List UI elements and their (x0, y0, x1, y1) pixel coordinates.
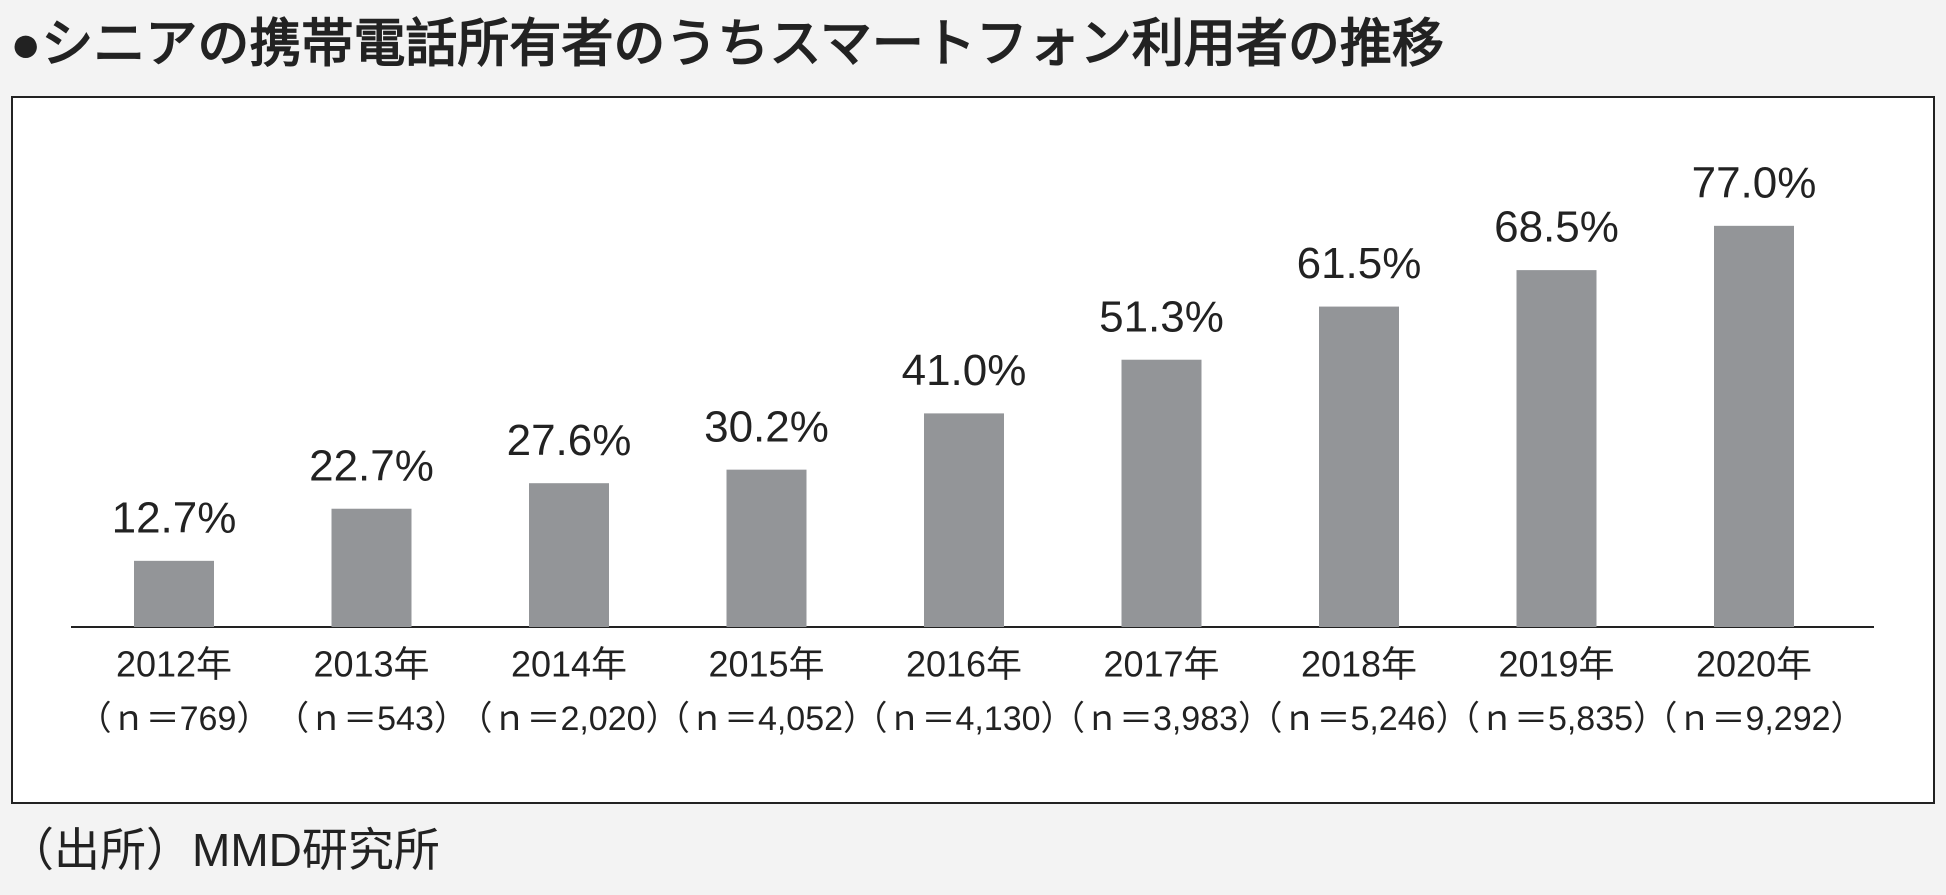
bar (726, 469, 807, 627)
x-tick-note: （ｎ＝3,983） (1051, 700, 1272, 738)
value-label: 77.0% (1692, 158, 1817, 207)
value-label: 51.3% (1099, 292, 1224, 341)
x-tick-note: （ｎ＝5,835） (1446, 700, 1667, 738)
x-tick-label: 2012年 (116, 644, 232, 685)
value-label: 41.0% (902, 346, 1027, 395)
bar (134, 560, 214, 627)
value-label: 68.5% (1494, 203, 1619, 252)
chart-title: ●シニアの携帯電話所有者のうちスマートフォン利用者の推移 (10, 16, 1444, 74)
bar (1319, 306, 1399, 627)
x-tick-note: （ｎ＝2,020） (458, 700, 679, 738)
bar (1714, 225, 1794, 627)
x-tick-label: 2015年 (708, 644, 824, 685)
bar (331, 508, 412, 627)
x-tick-label: 2013年 (313, 644, 429, 685)
value-label: 12.7% (112, 493, 237, 542)
bar (1121, 359, 1202, 627)
bar (924, 413, 1004, 627)
x-tick-label: 2017年 (1103, 644, 1219, 685)
x-tick-note: （ｎ＝9,292） (1643, 700, 1864, 738)
x-tick-label: 2019年 (1498, 644, 1614, 685)
value-label: 30.2% (704, 402, 829, 451)
value-label: 22.7% (309, 441, 434, 490)
x-tick-label: 2018年 (1301, 644, 1417, 685)
x-tick-note: （ｎ＝769） (78, 700, 271, 738)
x-tick-label: 2020年 (1696, 644, 1812, 685)
x-tick-label: 2016年 (906, 644, 1022, 685)
value-label: 27.6% (507, 416, 632, 465)
x-tick-note: （ｎ＝4,052） (656, 700, 877, 738)
x-tick-note: （ｎ＝543） (275, 700, 468, 738)
bar (529, 483, 609, 627)
value-label: 61.5% (1297, 239, 1422, 288)
bar (1516, 270, 1597, 627)
source-note: （出所）MMD研究所 (8, 824, 440, 876)
x-tick-note: （ｎ＝4,130） (853, 700, 1074, 738)
x-tick-note: （ｎ＝5,246） (1248, 700, 1469, 738)
x-tick-label: 2014年 (511, 644, 627, 685)
